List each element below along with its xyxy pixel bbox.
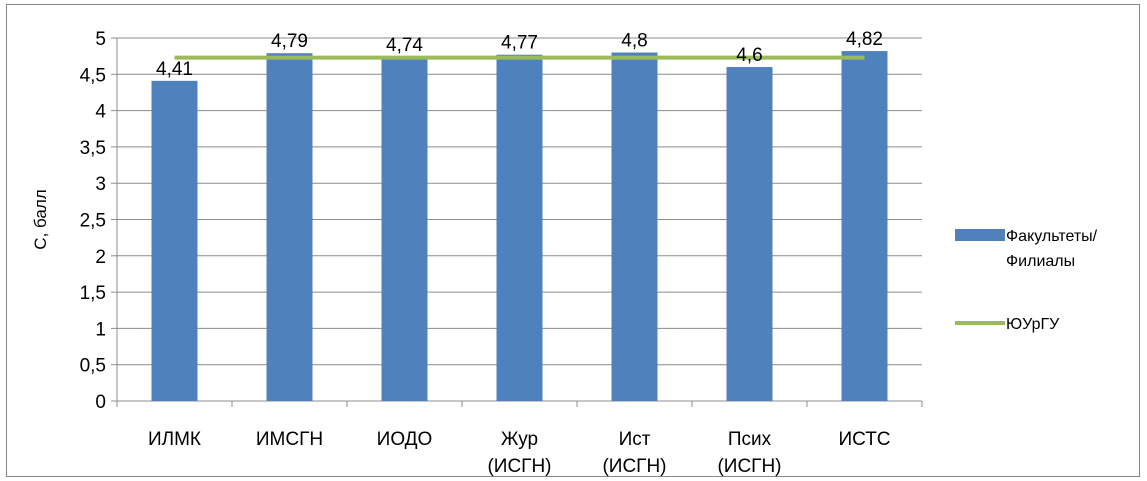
x-tick-label: ИМСГН bbox=[256, 429, 323, 450]
legend-label: ЮУрГУ bbox=[1006, 316, 1060, 333]
data-label: 4,41 bbox=[156, 59, 193, 80]
y-tick-label: 4,5 bbox=[80, 65, 106, 86]
y-tick-label: 0,5 bbox=[80, 356, 106, 377]
data-label: 4,6 bbox=[736, 45, 762, 66]
bar bbox=[496, 54, 543, 402]
bar bbox=[381, 56, 428, 401]
y-tick-label: 2 bbox=[95, 247, 106, 268]
data-label: 4,8 bbox=[621, 31, 647, 52]
legend-label: Филиалы bbox=[1006, 253, 1075, 270]
y-tick-label: 2,5 bbox=[80, 211, 106, 232]
y-tick-label: 4 bbox=[95, 102, 106, 123]
x-tick-label: (ИСГН) bbox=[717, 456, 781, 477]
bar bbox=[151, 80, 198, 402]
data-label: 4,74 bbox=[386, 35, 423, 56]
y-tick-label: 0 bbox=[95, 392, 106, 413]
x-tick-label: ИСТС bbox=[838, 429, 890, 450]
legend-swatch-bars bbox=[955, 229, 1005, 241]
y-tick-label: 3 bbox=[95, 174, 106, 195]
y-tick-label: 5 bbox=[95, 29, 106, 50]
x-tick-label: Ист bbox=[619, 429, 651, 450]
legend-label: Факультеты/ bbox=[1006, 228, 1098, 245]
x-tick-label: (ИСГН) bbox=[487, 456, 551, 477]
x-tick-label: ИЛМК bbox=[148, 429, 201, 450]
y-tick-label: 1 bbox=[95, 319, 106, 340]
data-label: 4,79 bbox=[271, 31, 308, 52]
x-tick-label: Псих bbox=[728, 429, 772, 450]
bar bbox=[611, 52, 658, 402]
data-label: 4,77 bbox=[501, 33, 538, 54]
bar bbox=[726, 67, 773, 401]
x-tick-label: ИОДО bbox=[377, 429, 433, 450]
x-tick-label: Жур bbox=[501, 429, 538, 450]
data-label: 4,82 bbox=[846, 29, 883, 50]
bar bbox=[841, 51, 888, 402]
x-tick-label: (ИСГН) bbox=[602, 456, 666, 477]
y-tick-label: 3,5 bbox=[80, 138, 106, 159]
y-axis-title: С, балл bbox=[31, 189, 50, 249]
bar bbox=[266, 53, 313, 401]
y-tick-label: 1,5 bbox=[80, 283, 106, 304]
